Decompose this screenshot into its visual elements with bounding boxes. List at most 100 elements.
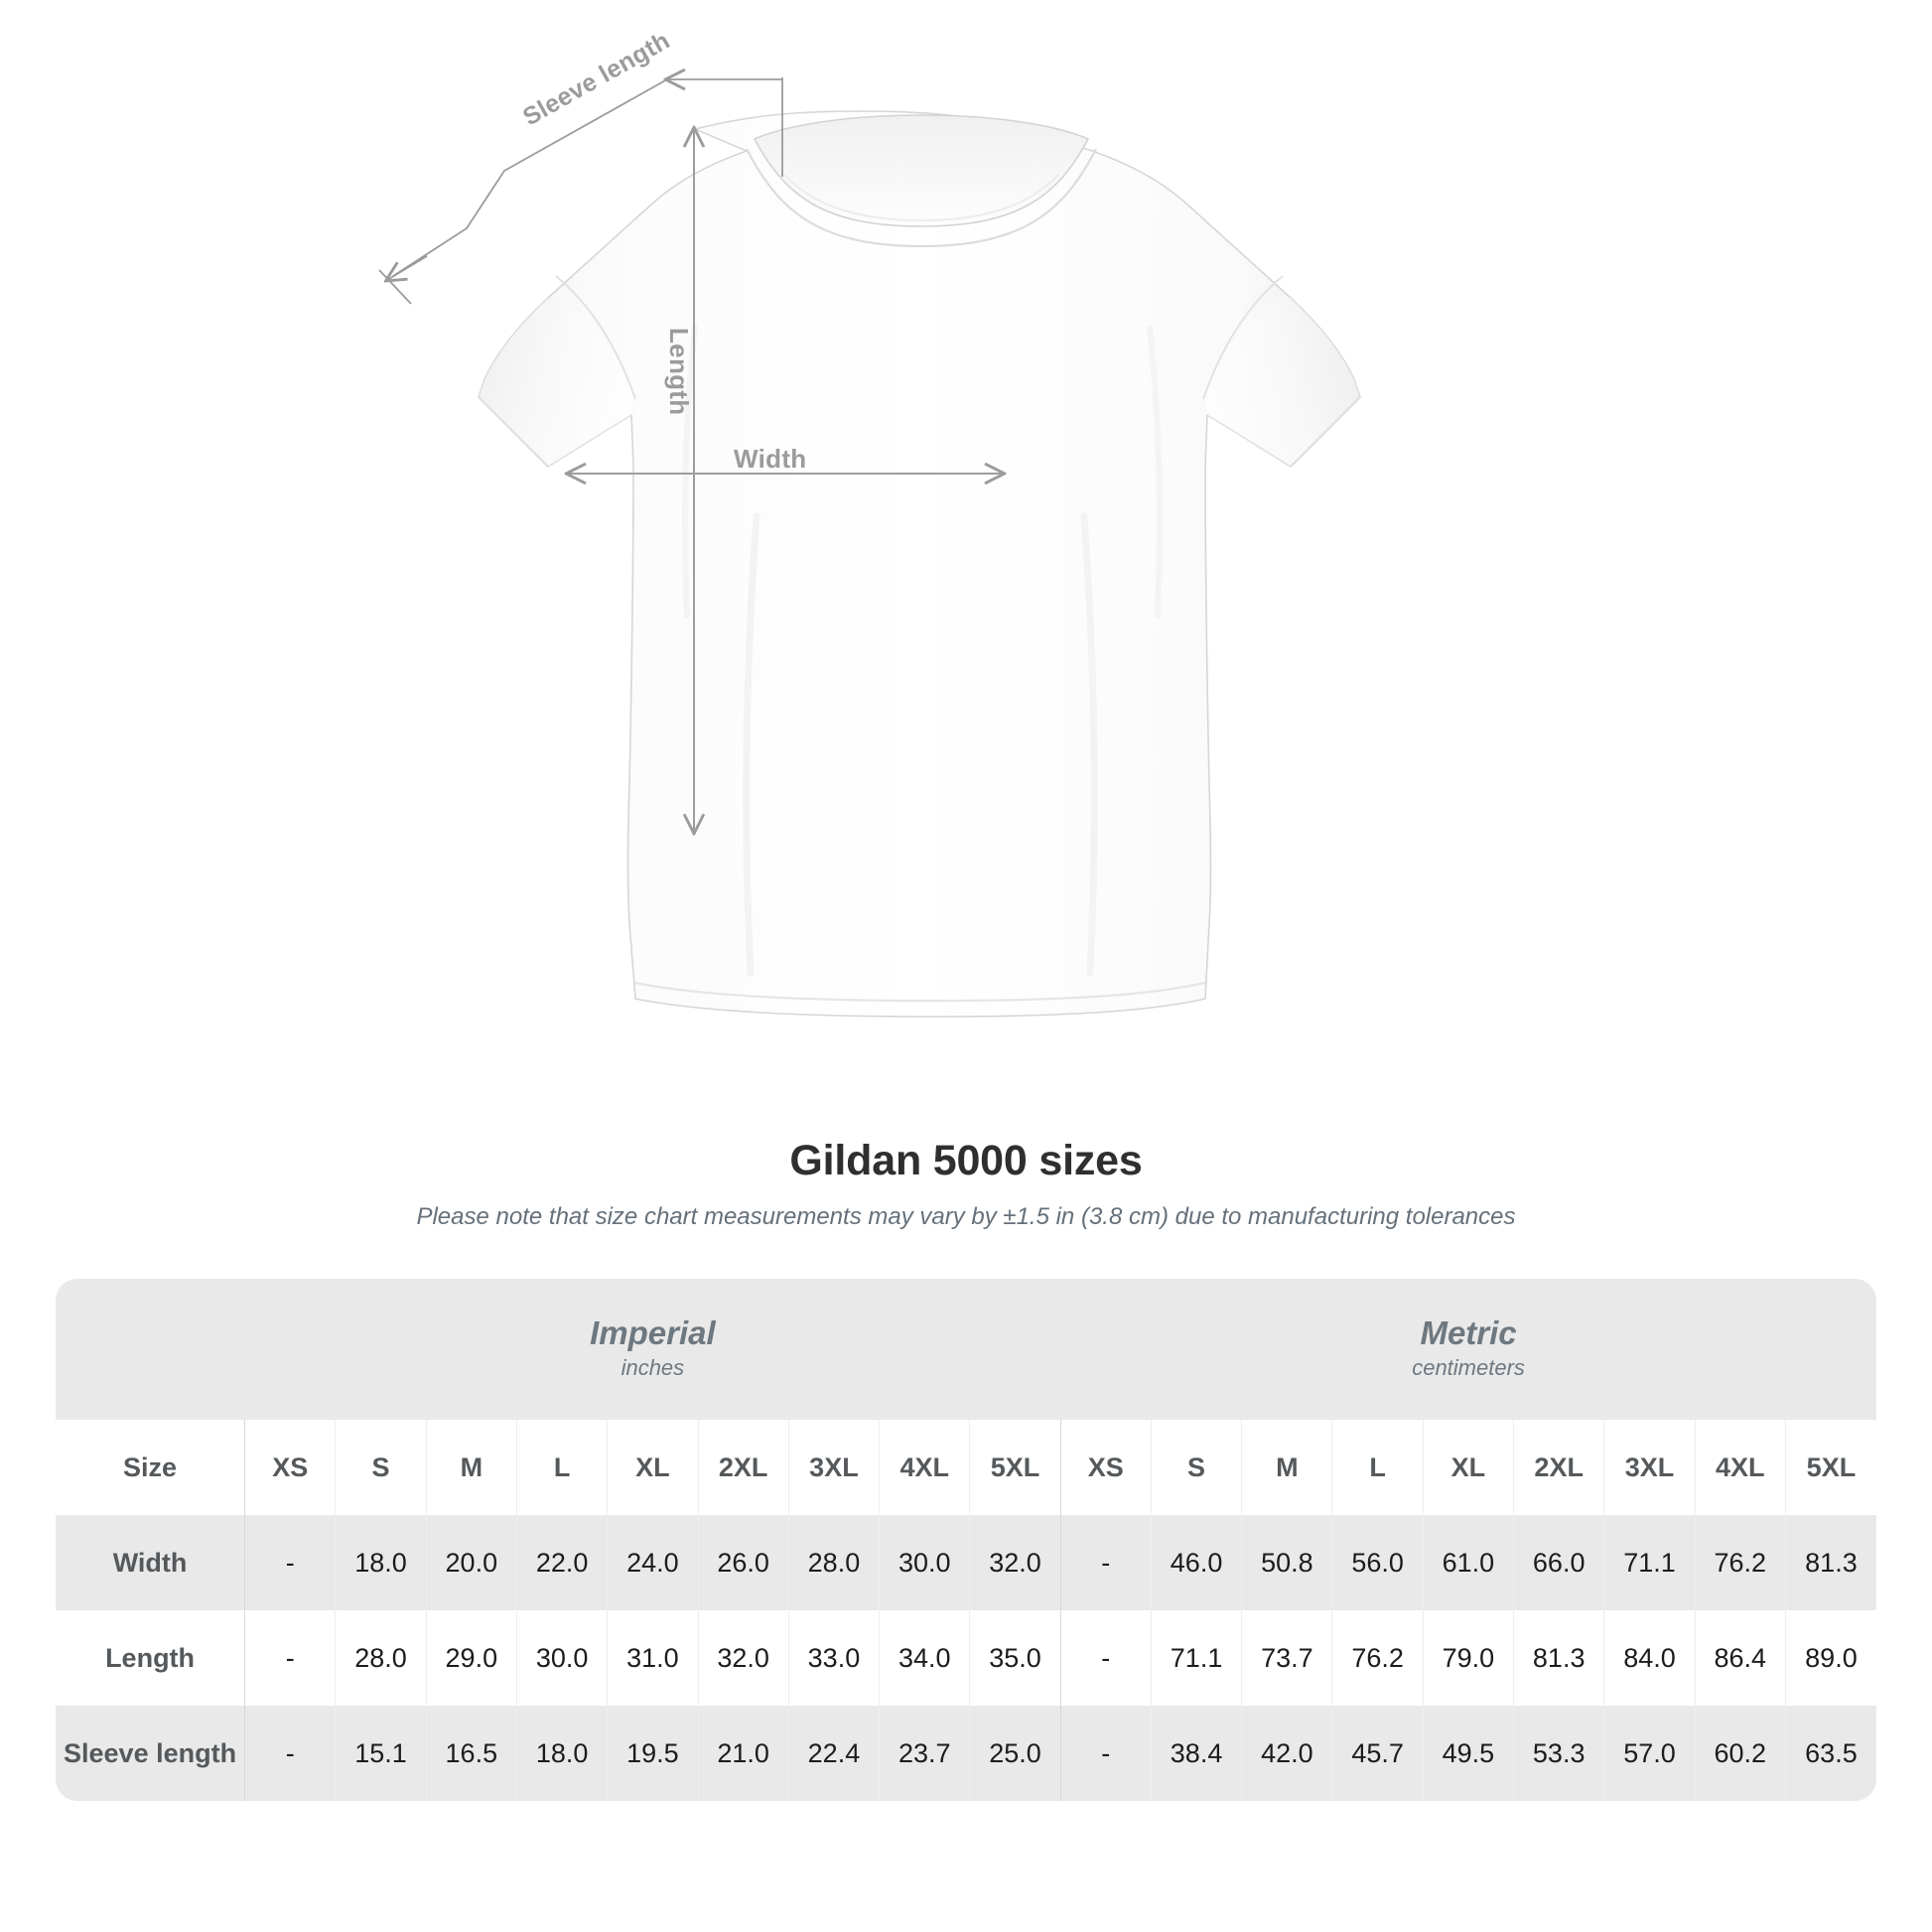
size-header-metric-m: M [1241, 1420, 1332, 1515]
cell-width-imperial-m: 20.0 [425, 1515, 517, 1610]
cell-length-metric-s: 71.1 [1150, 1610, 1242, 1706]
cell-width-imperial-4xl: 30.0 [879, 1515, 970, 1610]
cell-length-imperial-xs: - [244, 1610, 336, 1706]
unit-row-spacer [56, 1279, 245, 1420]
cell-length-metric-xs: - [1059, 1610, 1152, 1706]
cell-length-metric-3xl: 84.0 [1603, 1610, 1696, 1706]
cell-length-metric-xl: 79.0 [1422, 1610, 1514, 1706]
cell-length-imperial-2xl: 32.0 [697, 1610, 789, 1706]
size-header-row: Size XS S M L XL 2XL 3XL 4XL 5XL XS S M … [56, 1420, 1876, 1515]
cell-sleeve-metric-5xl: 63.5 [1784, 1706, 1876, 1801]
cell-sleeve-metric-l: 45.7 [1331, 1706, 1424, 1801]
cell-length-imperial-s: 28.0 [335, 1610, 427, 1706]
cell-width-imperial-3xl: 28.0 [787, 1515, 880, 1610]
cell-sleeve-metric-m: 42.0 [1241, 1706, 1332, 1801]
cell-length-imperial-4xl: 34.0 [879, 1610, 970, 1706]
size-header-imperial-5xl: 5XL [969, 1420, 1061, 1515]
size-table-wrapper: Imperial inches Metric centimeters Size … [56, 1279, 1876, 1801]
size-header-imperial-2xl: 2XL [697, 1420, 789, 1515]
cell-sleeve-metric-s: 38.4 [1150, 1706, 1242, 1801]
unit-group-row: Imperial inches Metric centimeters [56, 1279, 1876, 1420]
row-label-sleeve-length: Sleeve length [56, 1706, 245, 1801]
size-header-metric-xs: XS [1059, 1420, 1152, 1515]
tshirt-illustration-svg [378, 0, 1361, 1018]
cell-sleeve-imperial-5xl: 25.0 [969, 1706, 1061, 1801]
unit-group-imperial-name: Imperial [590, 1313, 716, 1351]
row-label-width: Width [56, 1515, 245, 1610]
cell-width-imperial-s: 18.0 [335, 1515, 427, 1610]
cell-sleeve-metric-4xl: 60.2 [1694, 1706, 1786, 1801]
unit-group-metric-name: Metric [1420, 1313, 1517, 1351]
cell-length-imperial-l: 30.0 [515, 1610, 608, 1706]
cell-sleeve-metric-xl: 49.5 [1422, 1706, 1514, 1801]
cell-width-metric-4xl: 76.2 [1694, 1515, 1786, 1610]
length-dimension-label: Length [664, 328, 694, 416]
cell-width-metric-xs: - [1059, 1515, 1152, 1610]
unit-group-metric: Metric centimeters [1060, 1279, 1876, 1420]
cell-width-imperial-2xl: 26.0 [697, 1515, 789, 1610]
size-header-metric-4xl: 4XL [1694, 1420, 1786, 1515]
size-header-metric-xl: XL [1422, 1420, 1514, 1515]
cell-width-imperial-xl: 24.0 [607, 1515, 699, 1610]
table-row: Width - 18.0 20.0 22.0 24.0 26.0 28.0 30… [56, 1515, 1876, 1610]
dimension-lines [378, 77, 1003, 832]
cell-length-metric-m: 73.7 [1241, 1610, 1332, 1706]
cell-sleeve-imperial-4xl: 23.7 [879, 1706, 970, 1801]
cell-width-metric-xl: 61.0 [1422, 1515, 1514, 1610]
unit-group-imperial-sub: inches [621, 1355, 685, 1381]
cell-length-imperial-3xl: 33.0 [787, 1610, 880, 1706]
width-dimension-label: Width [734, 444, 807, 474]
size-header-imperial-s: S [335, 1420, 427, 1515]
size-header-imperial-xl: XL [607, 1420, 699, 1515]
size-header-imperial-m: M [425, 1420, 517, 1515]
cell-width-metric-l: 56.0 [1331, 1515, 1424, 1610]
cell-sleeve-metric-xs: - [1059, 1706, 1152, 1801]
tshirt-diagram: Sleeve length Length Width [378, 0, 1361, 1018]
cell-length-metric-5xl: 89.0 [1784, 1610, 1876, 1706]
sleeve-end-arrow [387, 255, 428, 280]
cell-sleeve-imperial-m: 16.5 [425, 1706, 517, 1801]
size-header-imperial-xs: XS [244, 1420, 336, 1515]
size-header-metric-3xl: 3XL [1603, 1420, 1696, 1515]
size-header-metric-s: S [1150, 1420, 1242, 1515]
size-header-metric-5xl: 5XL [1784, 1420, 1876, 1515]
cell-sleeve-imperial-2xl: 21.0 [697, 1706, 789, 1801]
row-label-length: Length [56, 1610, 245, 1706]
size-header-metric-2xl: 2XL [1513, 1420, 1604, 1515]
cell-width-imperial-xs: - [244, 1515, 336, 1610]
cell-length-metric-4xl: 86.4 [1694, 1610, 1786, 1706]
size-header-imperial-l: L [515, 1420, 608, 1515]
size-header-label: Size [56, 1420, 245, 1515]
cell-length-metric-l: 76.2 [1331, 1610, 1424, 1706]
page-subtitle: Please note that size chart measurements… [416, 1203, 1516, 1230]
cell-length-imperial-m: 29.0 [425, 1610, 517, 1706]
cell-width-metric-s: 46.0 [1150, 1515, 1242, 1610]
cell-width-imperial-l: 22.0 [515, 1515, 608, 1610]
unit-group-imperial: Imperial inches [244, 1279, 1061, 1420]
cell-sleeve-imperial-s: 15.1 [335, 1706, 427, 1801]
unit-group-metric-sub: centimeters [1412, 1355, 1525, 1381]
sleeve-diagonal-line [392, 78, 668, 277]
cell-length-metric-2xl: 81.3 [1513, 1610, 1604, 1706]
size-header-imperial-3xl: 3XL [787, 1420, 880, 1515]
cell-length-imperial-xl: 31.0 [607, 1610, 699, 1706]
cell-sleeve-imperial-xl: 19.5 [607, 1706, 699, 1801]
size-header-imperial-4xl: 4XL [879, 1420, 970, 1515]
table-row: Sleeve length - 15.1 16.5 18.0 19.5 21.0… [56, 1706, 1876, 1801]
cell-sleeve-imperial-l: 18.0 [515, 1706, 608, 1801]
cell-sleeve-imperial-3xl: 22.4 [787, 1706, 880, 1801]
title-block: Gildan 5000 sizes Please note that size … [0, 1137, 1932, 1231]
cell-sleeve-imperial-xs: - [244, 1706, 336, 1801]
cell-width-metric-m: 50.8 [1241, 1515, 1332, 1610]
cell-sleeve-metric-3xl: 57.0 [1603, 1706, 1696, 1801]
tshirt-shape [478, 110, 1361, 1018]
size-chart-table: Imperial inches Metric centimeters Size … [56, 1279, 1876, 1801]
cell-width-metric-2xl: 66.0 [1513, 1515, 1604, 1610]
cell-sleeve-metric-2xl: 53.3 [1513, 1706, 1604, 1801]
size-header-metric-l: L [1331, 1420, 1424, 1515]
cell-width-metric-3xl: 71.1 [1603, 1515, 1696, 1610]
cell-width-metric-5xl: 81.3 [1784, 1515, 1876, 1610]
page-title: Gildan 5000 sizes [789, 1137, 1143, 1184]
cell-length-imperial-5xl: 35.0 [969, 1610, 1061, 1706]
